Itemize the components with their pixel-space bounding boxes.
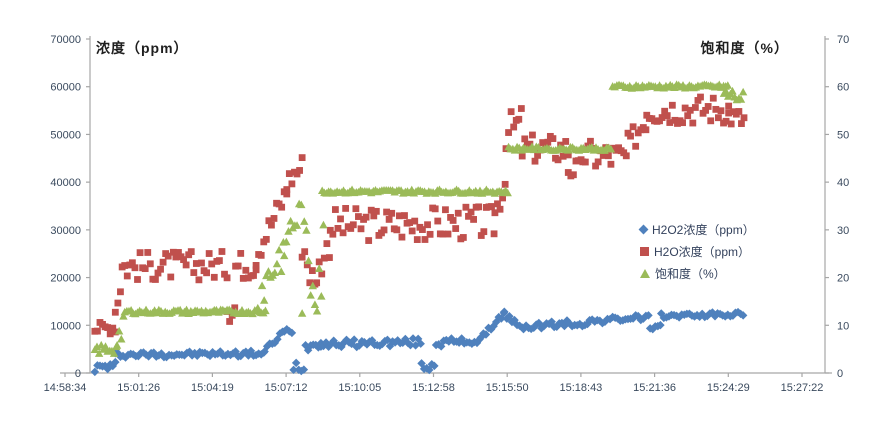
legend-item-h2o: H2O浓度（ppm） bbox=[640, 243, 755, 260]
svg-text:30: 30 bbox=[837, 225, 849, 237]
svg-text:15:21:36: 15:21:36 bbox=[633, 382, 676, 394]
svg-text:0: 0 bbox=[837, 368, 843, 380]
legend-item-h2o2: H2O2浓度（ppm） bbox=[638, 221, 755, 238]
svg-text:70000: 70000 bbox=[50, 34, 81, 46]
svg-text:20000: 20000 bbox=[50, 273, 81, 285]
svg-text:0: 0 bbox=[75, 368, 81, 380]
svg-text:14:58:34: 14:58:34 bbox=[44, 382, 87, 394]
svg-text:15:01:26: 15:01:26 bbox=[117, 382, 160, 394]
svg-text:15:10:05: 15:10:05 bbox=[338, 382, 381, 394]
legend-label-saturation: 饱和度（%） bbox=[655, 267, 726, 281]
svg-text:20: 20 bbox=[837, 273, 849, 285]
svg-text:30000: 30000 bbox=[50, 225, 81, 237]
svg-text:15:12:58: 15:12:58 bbox=[412, 382, 455, 394]
svg-text:50: 50 bbox=[837, 129, 849, 141]
legend-label-h2o2: H2O2浓度（ppm） bbox=[652, 223, 755, 237]
legend: H2O2浓度（ppm） H2O浓度（ppm） 饱和度（%） bbox=[638, 221, 755, 282]
left-axis-title: 浓度（ppm） bbox=[96, 40, 189, 56]
svg-text:15:07:12: 15:07:12 bbox=[265, 382, 308, 394]
svg-text:40: 40 bbox=[837, 177, 849, 189]
legend-item-saturation: 饱和度（%） bbox=[640, 265, 755, 282]
svg-text:15:04:19: 15:04:19 bbox=[191, 382, 234, 394]
svg-text:15:27:22: 15:27:22 bbox=[781, 382, 824, 394]
svg-text:15:15:50: 15:15:50 bbox=[486, 382, 529, 394]
right-axis-title: 饱和度（%） bbox=[700, 40, 789, 56]
triangle-icon bbox=[640, 269, 650, 278]
svg-text:10000: 10000 bbox=[50, 320, 81, 332]
legend-label-h2o: H2O浓度（ppm） bbox=[654, 245, 751, 259]
svg-text:70: 70 bbox=[837, 34, 849, 46]
svg-text:60: 60 bbox=[837, 82, 849, 94]
square-icon bbox=[640, 247, 649, 256]
svg-text:60000: 60000 bbox=[50, 82, 81, 94]
diamond-icon bbox=[638, 224, 649, 235]
svg-text:40000: 40000 bbox=[50, 177, 81, 189]
svg-text:10: 10 bbox=[837, 320, 849, 332]
svg-text:15:24:29: 15:24:29 bbox=[707, 382, 750, 394]
svg-text:50000: 50000 bbox=[50, 129, 81, 141]
svg-text:15:18:43: 15:18:43 bbox=[559, 382, 602, 394]
